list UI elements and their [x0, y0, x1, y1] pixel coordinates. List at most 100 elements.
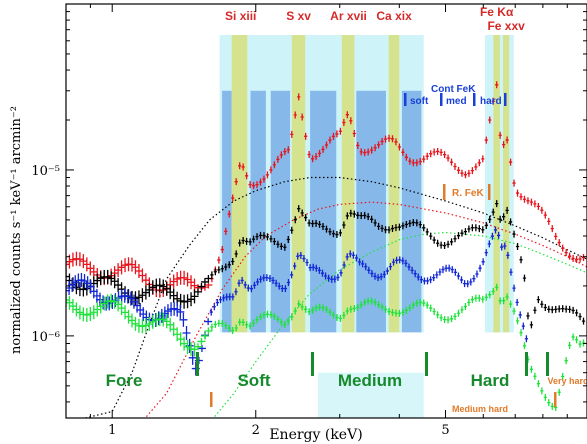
data-point — [352, 304, 356, 312]
data-point — [252, 281, 257, 289]
data-point — [317, 303, 322, 311]
data-point — [578, 340, 582, 348]
data-point — [328, 308, 332, 316]
data-point — [96, 299, 105, 314]
data-point — [234, 324, 238, 332]
data-point — [519, 329, 523, 337]
data-point — [141, 318, 150, 333]
data-point — [395, 256, 399, 264]
x-axis-label: Energy (keV) — [269, 427, 362, 443]
data-point — [96, 271, 105, 286]
data-point — [330, 275, 334, 283]
data-point — [323, 272, 328, 280]
r-fek-label: R. FeK — [452, 188, 484, 199]
data-point — [180, 270, 189, 285]
data-point — [103, 294, 112, 309]
data-point — [540, 387, 544, 395]
data-point — [352, 130, 356, 138]
data-point — [321, 145, 325, 153]
data-point — [141, 285, 150, 300]
data-point — [286, 317, 290, 325]
data-point — [251, 319, 256, 327]
data-point — [317, 149, 322, 157]
data-point — [415, 299, 419, 307]
data-point — [248, 238, 252, 246]
data-point — [296, 252, 300, 260]
data-point — [283, 285, 287, 293]
data-point — [348, 250, 352, 258]
data-point — [297, 93, 301, 101]
data-point — [314, 304, 318, 312]
continuum-band-stripe — [356, 90, 386, 333]
data-point — [304, 132, 308, 140]
energy-band-boundary — [425, 352, 428, 376]
data-point — [411, 159, 415, 167]
data-point — [356, 141, 360, 149]
data-point — [413, 270, 417, 278]
continuum-band-stripe — [250, 90, 266, 333]
data-point — [442, 242, 447, 250]
data-point — [338, 229, 342, 237]
data-point — [255, 181, 259, 189]
data-point — [387, 307, 391, 315]
continuum-band-stripe — [401, 90, 422, 333]
data-point — [391, 258, 396, 266]
data-point — [245, 321, 249, 329]
data-point — [422, 224, 426, 232]
data-point — [401, 308, 405, 316]
emission-line-band — [493, 35, 500, 333]
energy-band-boundary — [525, 352, 528, 376]
data-point — [188, 350, 197, 365]
data-point — [373, 272, 377, 280]
data-point — [540, 206, 544, 214]
data-point — [272, 312, 276, 320]
data-point — [342, 119, 346, 127]
data-point — [379, 273, 383, 281]
data-point — [265, 310, 270, 318]
data-point — [522, 342, 527, 350]
data-point — [124, 309, 133, 324]
data-point — [114, 278, 123, 293]
data-point — [568, 341, 572, 349]
data-point — [469, 278, 473, 286]
data-point — [283, 148, 287, 156]
data-point — [418, 157, 422, 165]
data-point — [317, 266, 321, 274]
data-point — [366, 148, 370, 156]
data-point — [571, 306, 575, 314]
data-point — [574, 309, 579, 317]
energy-band-boundary — [311, 352, 314, 376]
data-point — [345, 307, 349, 315]
data-point — [550, 306, 554, 314]
data-point — [453, 235, 457, 243]
data-point — [470, 224, 474, 232]
data-point — [387, 134, 391, 142]
data-point — [432, 307, 436, 315]
data-point — [243, 281, 247, 289]
data-point — [110, 294, 119, 309]
data-point — [581, 254, 586, 262]
data-point — [86, 307, 95, 322]
data-point — [377, 301, 381, 309]
data-point — [331, 132, 336, 140]
data-point — [300, 303, 304, 311]
data-point — [89, 305, 98, 320]
data-point — [397, 309, 402, 317]
data-point — [543, 304, 547, 312]
data-point — [82, 257, 91, 272]
data-point — [131, 260, 140, 275]
data-point — [227, 210, 231, 218]
data-point — [335, 231, 339, 239]
data-point — [220, 320, 224, 328]
data-point — [377, 141, 381, 149]
data-point — [408, 304, 412, 312]
data-point — [408, 157, 412, 165]
data-point — [277, 282, 281, 290]
data-point — [262, 232, 266, 240]
data-point — [321, 304, 325, 312]
data-point — [401, 148, 405, 156]
data-point — [335, 130, 339, 138]
data-point — [131, 316, 140, 331]
data-point — [533, 306, 537, 314]
